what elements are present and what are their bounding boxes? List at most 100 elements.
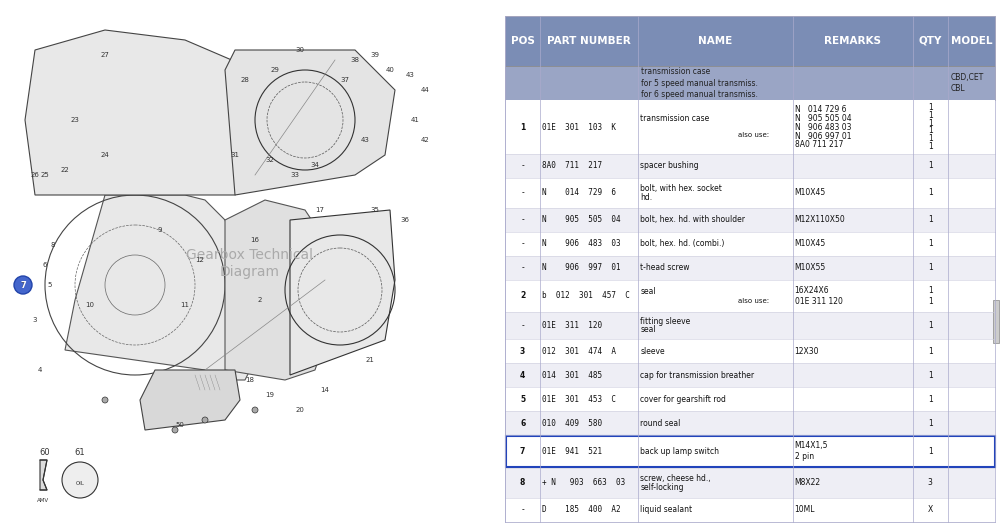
- Text: 42: 42: [421, 137, 429, 143]
- Text: 1: 1: [928, 119, 933, 128]
- Text: 11: 11: [180, 302, 190, 308]
- Text: 3: 3: [928, 479, 933, 487]
- Text: 33: 33: [290, 172, 300, 178]
- Text: 1: 1: [928, 347, 933, 356]
- Text: Gearbox Technical
Diagram: Gearbox Technical Diagram: [186, 248, 314, 279]
- Circle shape: [102, 397, 108, 403]
- Text: 8: 8: [520, 479, 525, 487]
- Text: 01E  941  521: 01E 941 521: [542, 447, 602, 456]
- Text: 1: 1: [928, 134, 933, 143]
- Text: cover for gearshift rod: cover for gearshift rod: [640, 395, 726, 404]
- Text: POS: POS: [511, 36, 535, 46]
- Circle shape: [202, 417, 208, 423]
- Polygon shape: [65, 195, 255, 380]
- Text: 1: 1: [928, 188, 933, 197]
- Text: 60: 60: [40, 448, 50, 457]
- Text: N    014  729  6: N 014 729 6: [542, 188, 616, 197]
- Text: 01E  301  453  C: 01E 301 453 C: [542, 395, 616, 404]
- Text: 24: 24: [101, 152, 109, 158]
- Text: 44: 44: [421, 87, 429, 93]
- Text: -: -: [521, 505, 524, 514]
- Bar: [505, 100, 995, 154]
- Text: 5: 5: [48, 282, 52, 288]
- Bar: [505, 279, 995, 313]
- Bar: [505, 387, 995, 411]
- Bar: [505, 363, 995, 387]
- Text: 7: 7: [520, 447, 525, 456]
- Text: 43: 43: [406, 72, 414, 78]
- Text: 8A0 711 217: 8A0 711 217: [795, 141, 843, 150]
- Text: b  012  301  457  C: b 012 301 457 C: [542, 291, 630, 300]
- Text: round seal: round seal: [640, 418, 681, 427]
- Text: 1: 1: [928, 395, 933, 404]
- Polygon shape: [225, 200, 325, 380]
- Text: 3: 3: [520, 347, 525, 356]
- Bar: [505, 208, 995, 232]
- Bar: [505, 16, 995, 66]
- Text: 43: 43: [361, 137, 369, 143]
- Text: 4: 4: [520, 370, 525, 380]
- Text: t-head screw: t-head screw: [640, 263, 690, 272]
- Text: also use:: also use:: [738, 132, 769, 138]
- Text: bolt, hex. hd. (combi.): bolt, hex. hd. (combi.): [640, 239, 725, 248]
- Bar: [505, 256, 995, 279]
- Bar: [505, 313, 995, 339]
- Text: sleeve: sleeve: [640, 347, 665, 356]
- Text: 1: 1: [928, 418, 933, 427]
- Text: 20: 20: [296, 407, 304, 413]
- Text: 19: 19: [266, 392, 274, 398]
- Bar: [505, 232, 995, 256]
- Text: 1: 1: [928, 297, 933, 306]
- Text: 40: 40: [386, 67, 394, 73]
- Text: 6: 6: [520, 418, 525, 427]
- Text: 10ML: 10ML: [795, 505, 815, 514]
- Text: 5: 5: [520, 395, 525, 404]
- Text: N   905 505 04: N 905 505 04: [795, 114, 851, 123]
- Text: -: -: [521, 188, 524, 197]
- Circle shape: [252, 407, 258, 413]
- Bar: [505, 178, 995, 208]
- Text: -: -: [521, 161, 524, 170]
- Text: 1: 1: [928, 215, 933, 224]
- Text: 3: 3: [33, 317, 37, 323]
- Text: 12: 12: [196, 257, 204, 263]
- Text: self-locking: self-locking: [640, 483, 684, 492]
- Text: transmission case
for 5 speed manual transmiss.
for 6 speed manual transmiss.: transmission case for 5 speed manual tra…: [641, 67, 758, 99]
- Text: cap for transmission breather: cap for transmission breather: [640, 370, 754, 380]
- Text: M10X55: M10X55: [795, 263, 826, 272]
- Text: seal: seal: [640, 287, 656, 296]
- Text: -: -: [521, 239, 524, 248]
- Text: 61: 61: [75, 448, 85, 457]
- Bar: [505, 66, 995, 100]
- Text: 27: 27: [101, 52, 109, 58]
- Text: 25: 25: [41, 172, 49, 178]
- Text: 7: 7: [20, 280, 26, 289]
- Circle shape: [62, 462, 98, 498]
- Text: NAME: NAME: [698, 36, 733, 46]
- Text: 1: 1: [928, 161, 933, 170]
- Text: seal: seal: [640, 325, 656, 335]
- Text: 35: 35: [371, 207, 379, 213]
- Text: 22: 22: [61, 167, 69, 173]
- Text: -: -: [521, 321, 524, 330]
- Text: 01E  311  120: 01E 311 120: [542, 321, 602, 330]
- Text: N    905  505  04: N 905 505 04: [542, 215, 621, 224]
- Text: spacer bushing: spacer bushing: [640, 161, 699, 170]
- Text: X: X: [928, 505, 933, 514]
- Text: 30: 30: [296, 47, 304, 53]
- Text: 10: 10: [86, 302, 94, 308]
- Text: screw, cheese hd.,: screw, cheese hd.,: [640, 474, 711, 483]
- Bar: [992, 300, 998, 343]
- Text: D    185  400  A2: D 185 400 A2: [542, 505, 621, 514]
- Polygon shape: [290, 210, 395, 375]
- Text: 1: 1: [928, 321, 933, 330]
- Text: 8A0  711  217: 8A0 711 217: [542, 161, 602, 170]
- Text: 32: 32: [266, 157, 274, 163]
- Text: 6: 6: [43, 262, 47, 268]
- Text: 17: 17: [316, 207, 324, 213]
- Text: 1: 1: [928, 286, 933, 295]
- Polygon shape: [140, 370, 240, 430]
- Text: 36: 36: [400, 217, 410, 223]
- Text: -: -: [521, 215, 524, 224]
- Text: transmission case: transmission case: [640, 114, 710, 123]
